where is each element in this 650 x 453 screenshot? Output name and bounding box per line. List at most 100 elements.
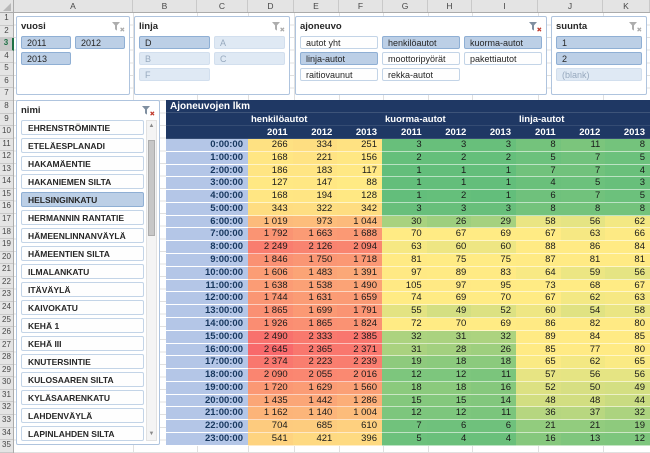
pivot-cell-henkilöautot-2011[interactable]: 704 [248, 420, 293, 433]
pivot-cell-linja-autot-2011[interactable]: 57 [516, 369, 561, 382]
pivot-cell-kuorma-autot-2012[interactable]: 75 [426, 254, 472, 267]
pivot-cell-henkilöautot-2012[interactable]: 1 629 [292, 381, 338, 395]
slicer-item-kyläsaarenkatu[interactable]: KYLÄSAARENKATU [21, 390, 144, 405]
pivot-cell-linja-autot-2011[interactable]: 86 [516, 317, 561, 331]
pivot-row-label-140000[interactable]: 14:00:00 [166, 317, 248, 331]
pivot-cell-linja-autot-2013[interactable]: 81 [605, 254, 650, 267]
pivot-cell-kuorma-autot-2013[interactable]: 69 [471, 228, 516, 242]
pivot-cell-henkilöautot-2013[interactable]: 1 824 [337, 317, 382, 331]
pivot-cell-kuorma-autot-2011[interactable]: 3 [382, 202, 427, 216]
pivot-cell-linja-autot-2013[interactable]: 84 [605, 241, 650, 255]
slicer-item-ilmalankatu[interactable]: ILMALANKATU [21, 264, 144, 279]
pivot-cell-henkilöautot-2012[interactable]: 1 699 [292, 305, 338, 318]
pivot-cell-linja-autot-2011[interactable]: 58 [516, 215, 561, 229]
pivot-cell-henkilöautot-2011[interactable]: 541 [248, 432, 293, 446]
pivot-row-label-30000[interactable]: 3:00:00 [166, 177, 248, 191]
pivot-cell-henkilöautot-2012[interactable]: 147 [292, 177, 338, 191]
pivot-cell-henkilöautot-2013[interactable]: 610 [337, 420, 382, 433]
row-header-18[interactable]: 18 [0, 227, 13, 240]
pivot-cell-kuorma-autot-2011[interactable]: 70 [382, 228, 427, 242]
slicer-item-1[interactable]: 1 [556, 36, 642, 49]
pivot-cell-linja-autot-2013[interactable]: 5 [605, 151, 650, 165]
pivot-cell-kuorma-autot-2013[interactable]: 1 [471, 177, 516, 191]
pivot-cell-henkilöautot-2013[interactable]: 1 490 [337, 279, 382, 293]
pivot-row-label-180000[interactable]: 18:00:00 [166, 369, 248, 382]
pivot-cell-linja-autot-2012[interactable]: 68 [560, 279, 606, 293]
slicer-item-rekka-autot[interactable]: rekka-autot [382, 68, 460, 81]
row-header-34[interactable]: 34 [0, 428, 13, 441]
pivot-cell-henkilöautot-2011[interactable]: 1 606 [248, 266, 293, 280]
row-header-1[interactable]: 1 [0, 13, 13, 26]
pivot-cell-henkilöautot-2013[interactable]: 1 391 [337, 266, 382, 280]
slicer-item-a[interactable]: A [214, 36, 285, 49]
pivot-cell-kuorma-autot-2013[interactable]: 95 [471, 279, 516, 293]
pivot-group-header-henkilöautot[interactable]: henkilöautot [248, 113, 382, 126]
pivot-row-label-80000[interactable]: 8:00:00 [166, 241, 248, 255]
pivot-cell-linja-autot-2013[interactable]: 80 [605, 317, 650, 331]
pivot-cell-linja-autot-2012[interactable]: 48 [560, 394, 606, 408]
pivot-cell-henkilöautot-2011[interactable]: 186 [248, 164, 293, 178]
slicer-item-d[interactable]: D [139, 36, 210, 49]
pivot-cell-linja-autot-2011[interactable]: 67 [516, 228, 561, 242]
pivot-cell-linja-autot-2012[interactable]: 59 [560, 266, 606, 280]
pivot-cell-linja-autot-2013[interactable]: 56 [605, 266, 650, 280]
pivot-cell-linja-autot-2011[interactable]: 88 [516, 241, 561, 255]
pivot-cell-linja-autot-2013[interactable]: 8 [605, 139, 650, 152]
pivot-cell-linja-autot-2013[interactable]: 62 [605, 215, 650, 229]
pivot-cell-kuorma-autot-2013[interactable]: 1 [471, 190, 516, 203]
pivot-cell-kuorma-autot-2013[interactable]: 60 [471, 241, 516, 255]
slicer-item-lapinlahden-silta[interactable]: LAPINLAHDEN SILTA [21, 426, 144, 441]
pivot-cell-kuorma-autot-2012[interactable]: 12 [426, 407, 472, 421]
pivot-cell-henkilöautot-2011[interactable]: 1 019 [248, 215, 293, 229]
pivot-year-header-linja-autot-2011[interactable]: 2011 [516, 126, 561, 139]
row-header-22[interactable]: 22 [0, 277, 13, 290]
pivot-cell-henkilöautot-2013[interactable]: 2 385 [337, 330, 382, 344]
pivot-cell-henkilöautot-2012[interactable]: 973 [292, 215, 338, 229]
pivot-cell-kuorma-autot-2013[interactable]: 14 [471, 394, 516, 408]
pivot-cell-henkilöautot-2011[interactable]: 127 [248, 177, 293, 191]
row-header-5[interactable]: 5 [0, 63, 13, 76]
scroll-up-icon[interactable]: ▲ [148, 123, 155, 129]
pivot-cell-kuorma-autot-2012[interactable]: 49 [426, 305, 472, 318]
pivot-cell-kuorma-autot-2013[interactable]: 11 [471, 369, 516, 382]
pivot-cell-kuorma-autot-2012[interactable]: 18 [426, 356, 472, 370]
slicer-item-2011[interactable]: 2011 [21, 36, 71, 49]
pivot-cell-linja-autot-2013[interactable]: 80 [605, 343, 650, 357]
row-header-30[interactable]: 30 [0, 377, 13, 390]
pivot-cell-linja-autot-2011[interactable]: 5 [516, 151, 561, 165]
pivot-cell-kuorma-autot-2012[interactable]: 1 [426, 177, 472, 191]
pivot-cell-kuorma-autot-2011[interactable]: 12 [382, 407, 427, 421]
pivot-cell-henkilöautot-2013[interactable]: 251 [337, 139, 382, 152]
pivot-cell-linja-autot-2011[interactable]: 73 [516, 279, 561, 293]
pivot-cell-linja-autot-2011[interactable]: 87 [516, 254, 561, 267]
pivot-year-header-linja-autot-2012[interactable]: 2012 [560, 126, 606, 139]
pivot-cell-kuorma-autot-2011[interactable]: 32 [382, 330, 427, 344]
pivot-cell-linja-autot-2012[interactable]: 84 [560, 330, 606, 344]
pivot-year-header-kuorma-autot-2013[interactable]: 2013 [471, 126, 516, 139]
pivot-cell-linja-autot-2013[interactable]: 85 [605, 330, 650, 344]
slicer-item-henkilöautot[interactable]: henkilöautot [382, 36, 460, 49]
pivot-cell-henkilöautot-2011[interactable]: 1 865 [248, 305, 293, 318]
pivot-cell-henkilöautot-2013[interactable]: 2 094 [337, 241, 382, 255]
pivot-cell-kuorma-autot-2011[interactable]: 5 [382, 432, 427, 446]
pivot-cell-linja-autot-2012[interactable]: 62 [560, 356, 606, 370]
slicer-item-hämeentien-silta[interactable]: HÄMEENTIEN SILTA [21, 246, 144, 261]
pivot-cell-henkilöautot-2013[interactable]: 1 688 [337, 228, 382, 242]
row-header-25[interactable]: 25 [0, 315, 13, 328]
pivot-cell-kuorma-autot-2011[interactable]: 30 [382, 215, 427, 229]
slicer-item-f[interactable]: F [139, 68, 210, 81]
pivot-cell-kuorma-autot-2013[interactable]: 52 [471, 305, 516, 318]
slicer-item-eteläesplanadi[interactable]: ETELÄESPLANADI [21, 138, 144, 153]
pivot-cell-henkilöautot-2011[interactable]: 1 926 [248, 317, 293, 331]
pivot-title-cell[interactable]: Ajoneuvojen lkm [166, 100, 650, 113]
pivot-row-label-50000[interactable]: 5:00:00 [166, 202, 248, 216]
pivot-cell-linja-autot-2011[interactable]: 8 [516, 139, 561, 152]
pivot-row-label-170000[interactable]: 17:00:00 [166, 356, 248, 370]
pivot-cell-henkilöautot-2012[interactable]: 221 [292, 151, 338, 165]
pivot-cell-kuorma-autot-2012[interactable]: 6 [426, 420, 472, 433]
pivot-cell-henkilöautot-2012[interactable]: 194 [292, 190, 338, 203]
pivot-cell-linja-autot-2013[interactable]: 4 [605, 164, 650, 178]
pivot-cell-kuorma-autot-2011[interactable]: 63 [382, 241, 427, 255]
column-header-d[interactable]: D [248, 0, 294, 12]
pivot-cell-linja-autot-2012[interactable]: 82 [560, 317, 606, 331]
